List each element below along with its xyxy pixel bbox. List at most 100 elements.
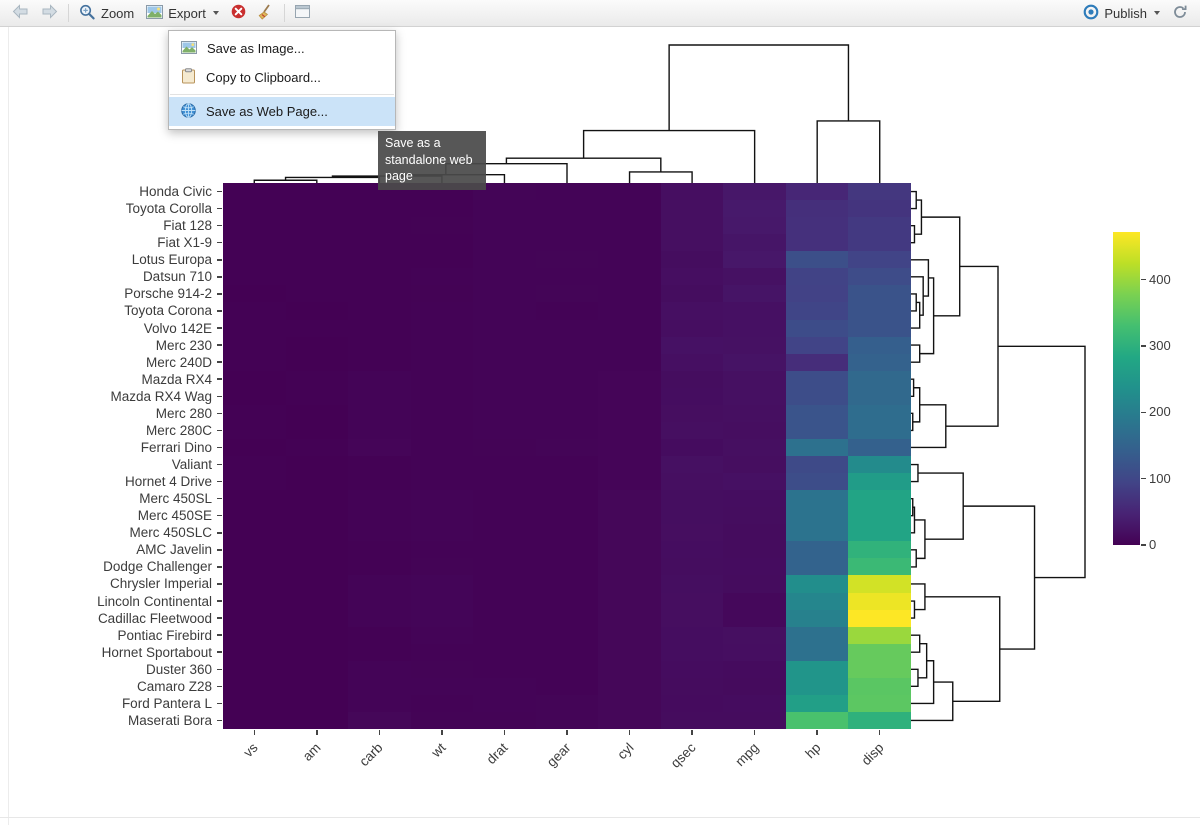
heatmap-cell[interactable] <box>848 438 911 456</box>
heatmap-cell[interactable] <box>848 268 911 286</box>
heatmap-cell[interactable] <box>223 285 286 303</box>
heatmap-cell[interactable] <box>410 456 474 474</box>
remove-plot-button[interactable] <box>225 1 252 25</box>
heatmap-cell[interactable] <box>660 234 724 252</box>
heatmap-cell[interactable] <box>723 200 786 218</box>
heatmap-cell[interactable] <box>848 387 911 405</box>
heatmap-cell[interactable] <box>848 302 911 320</box>
heatmap-cell[interactable] <box>535 558 599 576</box>
heatmap-cell[interactable] <box>598 370 661 388</box>
heatmap-cell[interactable] <box>535 711 599 729</box>
heatmap-cell[interactable] <box>660 507 724 525</box>
publish-button[interactable]: Publish <box>1077 1 1166 25</box>
heatmap-cell[interactable] <box>535 251 599 269</box>
heatmap-cell[interactable] <box>660 677 724 695</box>
heatmap-cell[interactable] <box>660 421 724 439</box>
heatmap-cell[interactable] <box>348 558 411 576</box>
heatmap-cell[interactable] <box>660 592 724 610</box>
heatmap-cell[interactable] <box>285 660 349 678</box>
heatmap-cell[interactable] <box>535 421 599 439</box>
heatmap-cell[interactable] <box>223 643 286 661</box>
heatmap-cell[interactable] <box>848 353 911 371</box>
heatmap-cell[interactable] <box>598 626 661 644</box>
heatmap-cell[interactable] <box>598 524 661 542</box>
heatmap-cell[interactable] <box>473 268 536 286</box>
heatmap-cell[interactable] <box>723 626 786 644</box>
heatmap-cell[interactable] <box>723 490 786 508</box>
heatmap-cell[interactable] <box>848 609 911 627</box>
heatmap-cell[interactable] <box>473 626 536 644</box>
heatmap-cell[interactable] <box>848 421 911 439</box>
heatmap-cell[interactable] <box>348 456 411 474</box>
heatmap-cell[interactable] <box>535 575 599 593</box>
heatmap-cell[interactable] <box>848 336 911 354</box>
heatmap-cell[interactable] <box>348 609 411 627</box>
heatmap-cell[interactable] <box>785 592 849 610</box>
heatmap-cell[interactable] <box>348 660 411 678</box>
heatmap-cell[interactable] <box>723 387 786 405</box>
heatmap-cell[interactable] <box>223 558 286 576</box>
heatmap-cell[interactable] <box>473 404 536 422</box>
heatmap-cell[interactable] <box>848 234 911 252</box>
heatmap-cell[interactable] <box>410 251 474 269</box>
heatmap-cell[interactable] <box>785 370 849 388</box>
heatmap-cell[interactable] <box>785 490 849 508</box>
heatmap-cell[interactable] <box>785 711 849 729</box>
heatmap-cell[interactable] <box>223 302 286 320</box>
heatmap-cell[interactable] <box>848 404 911 422</box>
heatmap-cell[interactable] <box>285 319 349 337</box>
heatmap-cell[interactable] <box>410 643 474 661</box>
heatmap-cell[interactable] <box>535 336 599 354</box>
show-in-new-window-button[interactable] <box>289 1 316 25</box>
heatmap-cell[interactable] <box>785 473 849 491</box>
heatmap-cell[interactable] <box>723 404 786 422</box>
heatmap-cell[interactable] <box>473 302 536 320</box>
heatmap-cell[interactable] <box>723 438 786 456</box>
heatmap-cell[interactable] <box>848 575 911 593</box>
heatmap-cell[interactable] <box>410 404 474 422</box>
heatmap-cell[interactable] <box>223 694 286 712</box>
heatmap-cell[interactable] <box>348 404 411 422</box>
heatmap-cell[interactable] <box>598 609 661 627</box>
heatmap-cell[interactable] <box>285 353 349 371</box>
heatmap-cell[interactable] <box>535 404 599 422</box>
heatmap-cell[interactable] <box>473 438 536 456</box>
heatmap-cell[interactable] <box>348 268 411 286</box>
heatmap-cell[interactable] <box>598 711 661 729</box>
heatmap-cell[interactable] <box>785 677 849 695</box>
heatmap-cell[interactable] <box>848 370 911 388</box>
heatmap-cell[interactable] <box>598 268 661 286</box>
heatmap-cell[interactable] <box>348 711 411 729</box>
heatmap-cell[interactable] <box>785 456 849 474</box>
heatmap-cell[interactable] <box>473 643 536 661</box>
heatmap-cell[interactable] <box>473 473 536 491</box>
heatmap-cell[interactable] <box>660 285 724 303</box>
heatmap-cell[interactable] <box>348 319 411 337</box>
heatmap-cell[interactable] <box>598 387 661 405</box>
heatmap-cell[interactable] <box>473 592 536 610</box>
heatmap-cell[interactable] <box>848 319 911 337</box>
clear-plots-button[interactable] <box>252 1 280 25</box>
heatmap-cell[interactable] <box>660 319 724 337</box>
heatmap-cell[interactable] <box>535 456 599 474</box>
heatmap-cell[interactable] <box>535 660 599 678</box>
heatmap-cell[interactable] <box>410 711 474 729</box>
heatmap-cell[interactable] <box>785 234 849 252</box>
heatmap-cell[interactable] <box>785 421 849 439</box>
heatmap-cell[interactable] <box>410 660 474 678</box>
heatmap-cell[interactable] <box>660 643 724 661</box>
heatmap-cell[interactable] <box>535 541 599 559</box>
heatmap-cell[interactable] <box>473 694 536 712</box>
heatmap-cell[interactable] <box>223 473 286 491</box>
heatmap-cell[interactable] <box>660 217 724 235</box>
heatmap-cell[interactable] <box>348 507 411 525</box>
heatmap-cell[interactable] <box>348 370 411 388</box>
heatmap-cell[interactable] <box>848 711 911 729</box>
heatmap-cell[interactable] <box>285 234 349 252</box>
heatmap-cell[interactable] <box>785 302 849 320</box>
heatmap-cell[interactable] <box>598 200 661 218</box>
heatmap-cell[interactable] <box>473 575 536 593</box>
heatmap-cell[interactable] <box>660 558 724 576</box>
heatmap-cell[interactable] <box>410 370 474 388</box>
heatmap-cell[interactable] <box>785 660 849 678</box>
